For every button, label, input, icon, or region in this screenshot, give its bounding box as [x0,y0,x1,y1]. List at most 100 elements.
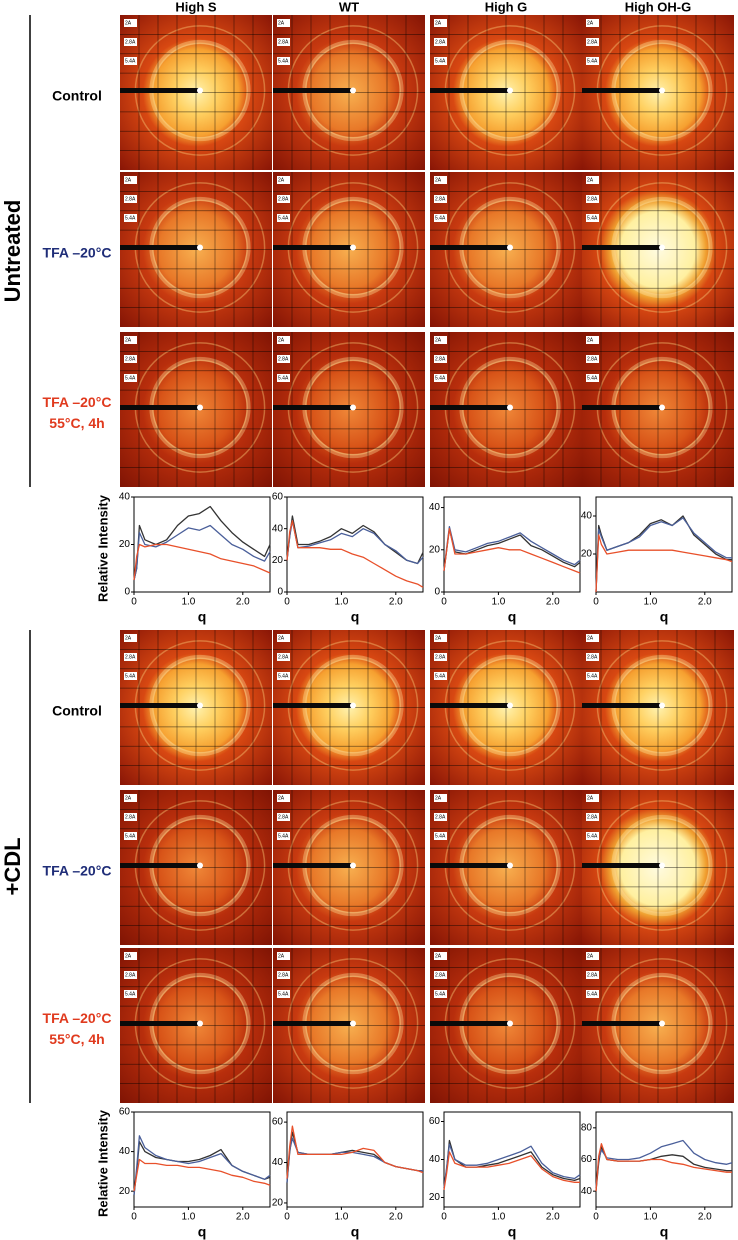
beam-stop [582,703,662,708]
intensity-line [595,1143,732,1192]
ring-label: 2.8A [125,196,136,202]
intensity-line [286,1125,424,1179]
ring-label-box [586,952,599,960]
ring-label: 2A [587,337,594,343]
ring-label: 2A [125,953,132,959]
ring-label: 2A [435,795,442,801]
ring-label: 2.8A [435,356,446,362]
beam-center [659,1020,665,1027]
x-tick-label: 0 [593,1212,599,1223]
beam-stop [430,703,510,708]
ring-label-box [277,355,290,363]
x-tick-label: 1.0 [491,1212,505,1223]
x-tick-label: 0 [441,597,447,608]
ring-label: 5.4A [278,375,289,381]
y-axis-label: Relative Intensity [95,494,110,602]
ring-label: 5.4A [125,991,136,997]
row-label: 55°C, 4h [49,415,104,431]
x-tick-label: 0 [131,1212,137,1223]
intensity-line [133,505,271,581]
beam-center [507,862,513,869]
ring-label-box [124,672,137,680]
beam-stop [120,245,200,250]
y-tick-label: 60 [429,1116,441,1127]
beam-stop [582,405,662,410]
diffraction-image: 2A 2.8A 5.4A [273,790,425,945]
ring-label-box [586,336,599,344]
ring-label: 2A [587,635,594,641]
ring-label: 2.8A [278,196,289,202]
diffraction-image: 2A 2.8A 5.4A [582,332,734,487]
ring-label-box [434,653,447,661]
ring-label: 5.4A [125,375,136,381]
y-tick-label: 20 [429,1192,441,1203]
beam-stop [273,703,353,708]
ring-label: 2A [587,20,594,26]
plot-frame [286,1111,424,1208]
ring-label: 2.8A [435,654,446,660]
ring-label-box [124,214,137,222]
intensity-line [595,517,732,593]
diffraction-image: 2A 2.8A 5.4A [273,948,425,1103]
x-axis-label: q [660,609,669,625]
ring-label: 2.8A [125,972,136,978]
diffraction-image: 2A 2.8A 5.4A [120,15,272,170]
x-tick-label: 2.0 [236,1212,250,1223]
ring-label: 2A [435,177,442,183]
ring-label: 5.4A [587,375,598,381]
ring-label: 2A [587,953,594,959]
beam-stop [120,88,200,93]
y-tick-label: 60 [581,1154,593,1165]
ring-label-box [277,832,290,840]
ring-label-box [434,971,447,979]
ring-label: 2.8A [125,356,136,362]
y-tick-label: 20 [429,544,441,555]
y-tick-label: 0 [277,587,283,598]
ring-label-box [434,176,447,184]
x-tick-label: 2.0 [698,597,712,608]
ring-label-box [277,952,290,960]
beam-center [350,87,356,94]
beam-center [507,1020,513,1027]
ring-label-box [434,832,447,840]
x-tick-label: 1.0 [491,597,505,608]
ring-label-box [434,813,447,821]
ring-label: 2A [278,635,285,641]
ring-label-box [586,195,599,203]
x-tick-label: 2.0 [389,1212,403,1223]
ring-label-box [124,634,137,642]
ring-label-box [434,794,447,802]
ring-label-box [586,832,599,840]
beam-stop [582,245,662,250]
intensity-line [286,520,424,588]
ring-label-box [124,952,137,960]
x-tick-label: 2.0 [389,597,403,608]
ring-label: 2A [587,177,594,183]
ring-label: 2.8A [125,654,136,660]
ring-label-box [277,374,290,382]
beam-center [197,1020,203,1027]
beam-center [350,244,356,251]
x-tick-label: 2.0 [546,1212,560,1223]
y-tick-label: 60 [272,1117,284,1128]
beam-stop [430,1021,510,1026]
ring-label: 2.8A [278,39,289,45]
plot-frame [443,1111,581,1208]
ring-label-box [434,374,447,382]
beam-stop [273,1021,353,1026]
y-tick-label: 80 [581,1122,593,1133]
beam-stop [430,405,510,410]
ring-label-box [434,990,447,998]
intensity-line [133,1135,271,1196]
row-label: Control [52,88,102,104]
ring-label: 2A [278,20,285,26]
y-tick-label: 20 [581,549,593,560]
ring-label: 2.8A [587,972,598,978]
beam-center [350,1020,356,1027]
beam-center [659,702,665,709]
section-label: +CDL [0,837,25,895]
ring-label-box [586,672,599,680]
y-tick-label: 0 [124,587,130,598]
ring-label-box [124,971,137,979]
ring-label: 5.4A [435,673,446,679]
